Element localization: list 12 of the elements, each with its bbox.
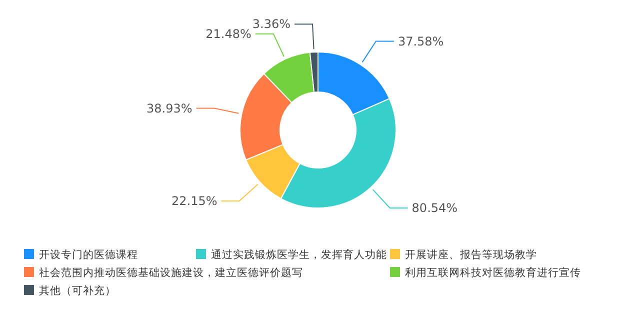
data-label: 3.36% [252, 17, 291, 32]
legend-label: 其他（可补充） [39, 284, 116, 297]
legend-label: 利用互联网科技对医德教育进行宣传 [405, 266, 581, 279]
legend-label: 开展讲座、报告等现场教学 [405, 248, 537, 261]
data-label: 80.54% [412, 200, 458, 215]
legend-label: 开设专门的医德课程 [39, 248, 138, 261]
legend-label: 社会范围内推动医德基础设施建设，建立医德评价题写 [39, 266, 303, 279]
data-label: 38.93% [146, 101, 192, 116]
legend-label: 通过实践锻炼医学生，发挥育人功能 [211, 248, 387, 261]
data-label: 37.58% [398, 34, 444, 48]
data-label: 22.15% [172, 194, 218, 208]
data-label: 21.48% [206, 26, 252, 41]
